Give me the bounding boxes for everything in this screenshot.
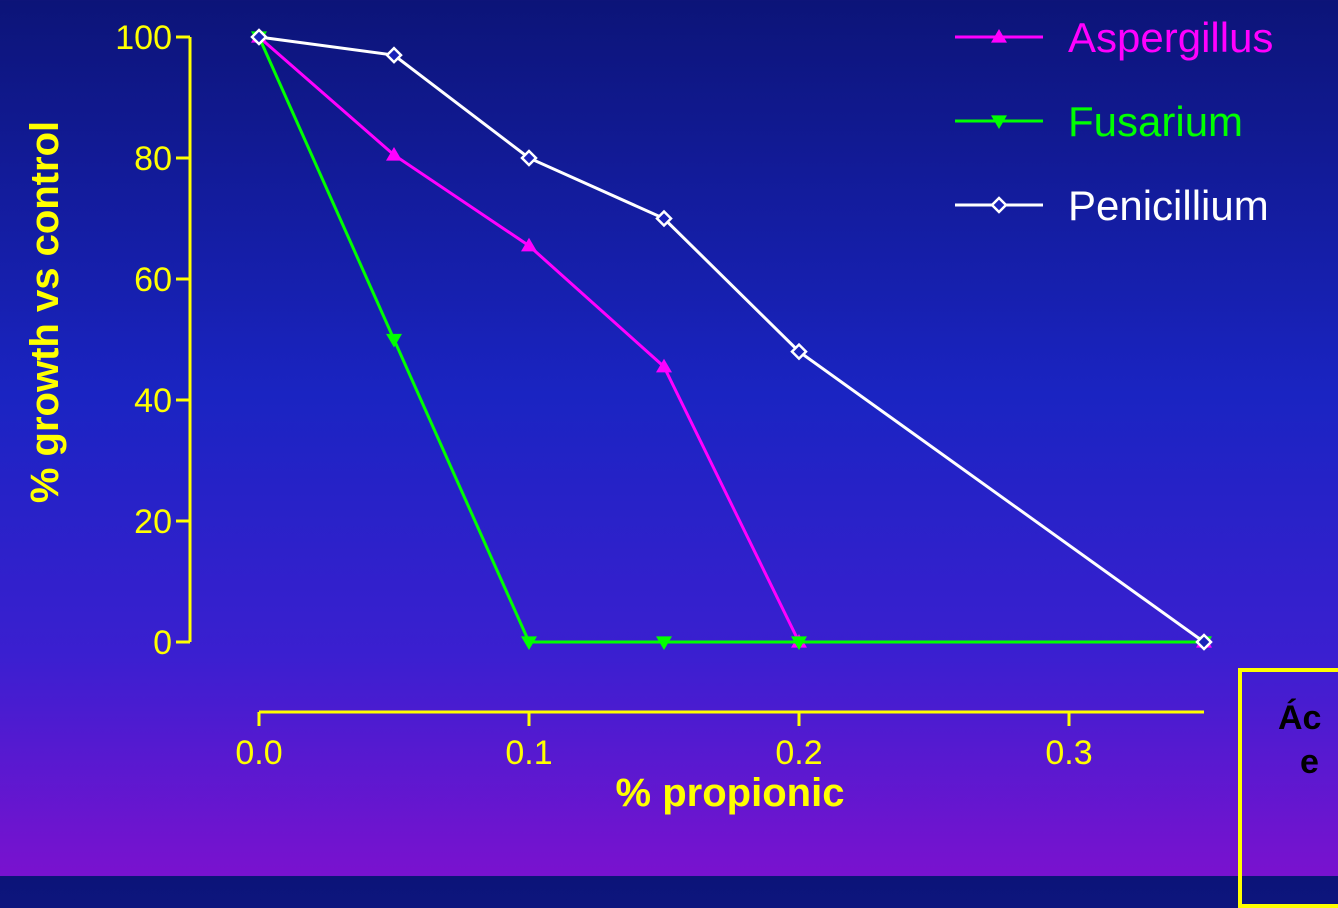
x-tick-label: 0.1: [505, 734, 552, 772]
data-point: [386, 146, 402, 161]
data-point: [250, 28, 268, 46]
y-tick-label: 60: [134, 261, 172, 299]
y-axis: 0 20 40 60 80 100: [115, 19, 192, 662]
y-axis-title: % growth vs control: [23, 121, 67, 503]
x-axis-title: % propionic: [616, 771, 845, 815]
legend-label: Penicillium: [1068, 182, 1269, 229]
series-line: [258, 35, 1204, 644]
data-point: [520, 149, 538, 167]
legend-label: Fusarium: [1068, 98, 1243, 145]
x-axis: 0.0 0.1 0.2 0.3: [235, 710, 1204, 772]
series-penicillium: [250, 28, 1213, 651]
legend-item-penicillium: Penicillium: [955, 182, 1269, 229]
data-point: [790, 342, 808, 361]
data-point: [990, 196, 1008, 214]
series-line: [258, 35, 1205, 644]
data-point: [655, 209, 673, 228]
note-box: Ác e: [1238, 668, 1338, 908]
data-point: [385, 46, 403, 64]
note-line-2: e: [1300, 743, 1319, 781]
x-tick-label: 0.2: [775, 734, 822, 772]
data-point: [991, 115, 1007, 129]
note-line-1: Ác: [1278, 699, 1322, 737]
legend-item-fusarium: Fusarium: [955, 98, 1243, 145]
data-point: [656, 358, 672, 373]
y-tick-label: 40: [134, 382, 172, 420]
data-point: [791, 636, 807, 650]
data-point: [521, 636, 537, 650]
y-tick-label: 20: [134, 503, 172, 541]
legend-label: Aspergillus: [1068, 14, 1273, 61]
data-point: [521, 237, 537, 252]
y-tick-label: 100: [115, 19, 172, 57]
data-point: [386, 333, 402, 348]
chart: 0 20 40 60 80 100 0.0 0.1 0.2 0.3 Aspergillus Fus…: [23, 14, 1273, 815]
data-point: [991, 29, 1007, 43]
data-point: [1195, 633, 1213, 651]
legend-item-aspergillus: Aspergillus: [955, 14, 1273, 61]
y-tick-label: 80: [134, 140, 172, 178]
x-tick-label: 0.0: [235, 734, 282, 772]
y-tick-label: 0: [153, 624, 172, 662]
data-point: [656, 636, 672, 650]
legend: Aspergillus Fusarium Penicillium: [955, 14, 1273, 229]
x-tick-label: 0.3: [1045, 734, 1092, 772]
series-layer: [250, 28, 1213, 651]
series-line: [257, 36, 1204, 644]
